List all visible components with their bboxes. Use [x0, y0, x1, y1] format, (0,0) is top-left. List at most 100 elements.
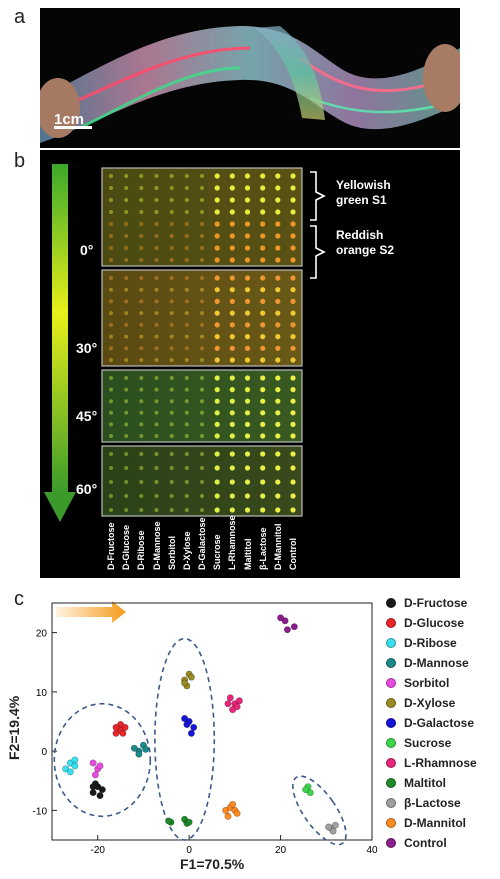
legend-label: Sucrose [404, 736, 452, 750]
array-spot [214, 465, 220, 471]
array-spot [124, 311, 129, 316]
array-spot [124, 258, 129, 262]
array-spot [214, 287, 220, 293]
scatter-axes: -20 0 20 40 -10 0 10 20 [33, 602, 378, 856]
array-spot [244, 387, 251, 393]
array-spot [109, 434, 113, 438]
scatter-point [229, 800, 237, 808]
array-spot [169, 422, 174, 427]
array-spot [154, 210, 159, 214]
array-spot [244, 357, 251, 363]
array-spot [275, 357, 281, 363]
array-spot [275, 451, 281, 457]
array-spot [275, 345, 281, 351]
scatter-point [325, 823, 333, 831]
array-spot [124, 198, 129, 202]
array-spot [244, 310, 251, 316]
array-spot [244, 451, 251, 457]
sugar-label: D-Xylose [181, 531, 192, 570]
array-spot [154, 410, 159, 415]
scatter-plot: -20 0 20 40 -10 0 10 20 [33, 601, 378, 856]
array-spot [139, 198, 144, 202]
array-spot [214, 507, 220, 513]
array-spot [260, 410, 266, 416]
array-spot [229, 387, 235, 393]
panel-letter-b: b [14, 150, 26, 172]
array-spot [214, 245, 220, 251]
array-spot [169, 480, 174, 484]
array-spot [184, 466, 189, 470]
legend-marker [386, 778, 396, 788]
scale-bar-label: 1cm [54, 111, 85, 128]
array-spot [184, 508, 189, 512]
array-spot [229, 357, 235, 363]
array-spot [154, 399, 159, 404]
array-spot [200, 399, 204, 404]
array-block-1 [101, 269, 303, 367]
array-spot [244, 245, 251, 251]
array-spot [290, 410, 296, 416]
scatter-point [96, 792, 104, 800]
cluster-ellipse [154, 637, 216, 841]
array-spot [214, 375, 220, 381]
array-spot [260, 310, 266, 316]
array-spot [109, 287, 113, 292]
array-spot [139, 508, 144, 512]
array-spot [154, 376, 159, 380]
flexible-film-photo: 1cm [40, 8, 460, 148]
array-spot [124, 466, 129, 470]
array-spot [260, 507, 266, 513]
array-spot [139, 186, 144, 190]
y-axis-label: F2=19.4% [6, 695, 22, 760]
array-spot [109, 358, 113, 362]
array-spot [109, 210, 113, 214]
sugar-label: D-Fructose [106, 522, 116, 570]
array-spot [154, 258, 159, 262]
array-spot [290, 197, 296, 203]
scatter-point [130, 744, 138, 752]
array-spot [290, 233, 296, 239]
array-spot [290, 310, 296, 316]
array-spot [139, 222, 144, 226]
array-spot [124, 334, 129, 339]
array-spot [109, 276, 113, 280]
array-spot [260, 245, 266, 251]
array-spot [109, 299, 113, 304]
array-spot [290, 245, 296, 251]
array-spot [184, 174, 189, 178]
sugar-label: Control [288, 538, 298, 570]
array-spot [229, 421, 235, 427]
scatter-point [98, 786, 106, 794]
array-spot [214, 410, 220, 416]
legend-item: Sucrose [386, 735, 451, 751]
array-spot [154, 387, 159, 392]
angle-label-60: 60° [76, 481, 98, 497]
array-spot [169, 210, 174, 214]
scatter-point [224, 812, 232, 820]
array-spot [290, 357, 296, 363]
array-spot [290, 433, 296, 439]
array-spot [244, 410, 251, 416]
array-spot [229, 465, 235, 471]
scatter-point [222, 806, 230, 814]
array-spot [154, 452, 159, 456]
array-spot [214, 479, 220, 485]
array-spot [200, 186, 204, 190]
array-spot [139, 387, 144, 392]
array-spot [275, 387, 281, 393]
array-spot [154, 508, 159, 512]
array-spot [275, 465, 281, 471]
array-spot [154, 422, 159, 427]
array-spot [184, 494, 189, 498]
array-spot [154, 186, 159, 190]
array-spot [260, 233, 266, 239]
array-spot [244, 275, 251, 281]
scatter-point [89, 759, 97, 767]
array-spot [109, 410, 113, 415]
array-spot [184, 311, 189, 316]
array-spot [139, 210, 144, 214]
scatter-point [302, 786, 310, 794]
legend-marker [386, 818, 396, 828]
array-spot [169, 334, 174, 339]
array-spot [244, 398, 251, 404]
